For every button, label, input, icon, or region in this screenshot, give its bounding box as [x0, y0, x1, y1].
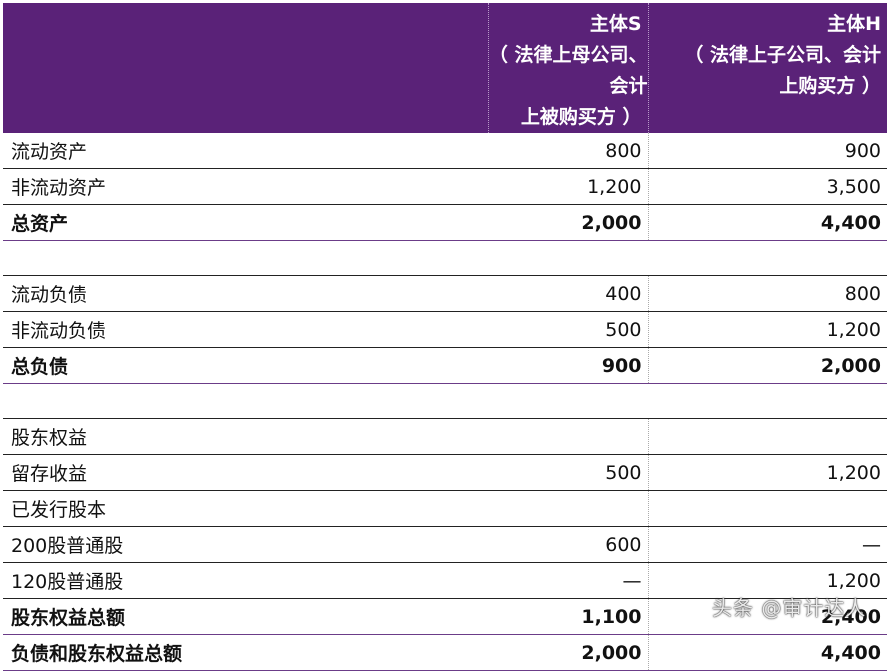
value-entity-h: 800: [648, 275, 887, 312]
row-label: 股东权益总额: [3, 598, 488, 635]
table-row: 非流动资产 1,200 3,500: [3, 168, 887, 205]
table-row: 流动负债 400 800: [3, 275, 887, 312]
header-s-title: 主体S: [589, 13, 642, 35]
spacer-cell: [3, 240, 887, 276]
value-entity-s: 600: [488, 526, 649, 563]
value-entity-s: [488, 418, 649, 455]
header-h-title: 主体H: [827, 13, 881, 35]
spacer-row: [3, 383, 887, 419]
row-label: 非流动负债: [3, 311, 488, 348]
row-label: 已发行股本: [3, 490, 488, 527]
table-row: 200股普通股 600—: [3, 526, 887, 563]
table-row: 已发行股本: [3, 490, 887, 527]
value-entity-h: 900: [648, 133, 887, 169]
value-entity-s: [488, 490, 649, 527]
header-s-line3: 上被购买方 ）: [520, 106, 642, 128]
header-entity-s: 主体S （ 法律上母公司、会计 上被购买方 ）: [488, 3, 649, 133]
value-entity-s: 500: [488, 311, 649, 348]
spacer-cell: [3, 383, 887, 419]
row-label: 股东权益: [3, 418, 488, 455]
row-label: 非流动资产: [3, 168, 488, 205]
row-label: 流动负债: [3, 275, 488, 312]
value-entity-h: [648, 490, 887, 527]
value-entity-h: 2,000: [648, 347, 887, 384]
row-label: 留存收益: [3, 454, 488, 491]
table-row: 流动资产 800 900: [3, 133, 887, 169]
value-entity-h: 1,200: [648, 311, 887, 348]
table-body: 流动资产 800 900 非流动资产 1,200 3,500 总资产 2,000 4,400 流动…: [3, 133, 887, 671]
row-label: 总负债: [3, 347, 488, 384]
header-s-line2: （ 法律上母公司、会计: [488, 44, 648, 97]
total-row: 总资产 2,000 4,400: [3, 204, 887, 241]
header-entity-h: 主体H （ 法律上子公司、会计 上购买方 ）: [648, 3, 887, 133]
table-row: 留存收益 500 1,200: [3, 454, 887, 491]
value-entity-h: 1,200: [648, 454, 887, 491]
table-row: 股东权益: [3, 418, 887, 455]
total-row: 负债和股东权益总额 2,000 4,400: [3, 634, 887, 671]
table-row: 非流动负债 500 1,200: [3, 311, 887, 348]
value-entity-h: 2,400: [648, 598, 887, 635]
total-row: 总负债 900 2,000: [3, 347, 887, 384]
value-entity-s: —: [488, 562, 649, 599]
value-entity-h: 3,500: [648, 168, 887, 205]
total-row: 股东权益总额 1,100 2,400: [3, 598, 887, 635]
value-entity-h: 4,400: [648, 634, 887, 671]
row-label: 流动资产: [3, 133, 488, 169]
value-entity-h: 1,200: [648, 562, 887, 599]
row-label: 200股普通股: [3, 526, 488, 563]
row-label: 总资产: [3, 204, 488, 241]
row-label: 120股普通股: [3, 562, 488, 599]
spacer-row: [3, 240, 887, 276]
value-entity-s: 400: [488, 275, 649, 312]
value-entity-s: 2,000: [488, 204, 649, 241]
header-blank-cell: [3, 3, 489, 133]
value-entity-h: —: [648, 526, 887, 563]
header-h-line2: （ 法律上子公司、会计: [684, 44, 881, 66]
value-entity-s: 500: [488, 454, 649, 491]
value-entity-s: 2,000: [488, 634, 649, 671]
value-entity-s: 1,200: [488, 168, 649, 205]
value-entity-h: 4,400: [648, 204, 887, 241]
watermark: 头条 @审计达人: [712, 596, 867, 620]
value-entity-s: 1,100: [488, 598, 649, 635]
header-h-line3: 上购买方 ）: [779, 75, 881, 97]
table-header: 主体S （ 法律上母公司、会计 上被购买方 ） 主体H （ 法律上子公司、会计 …: [3, 3, 887, 133]
value-entity-s: 800: [488, 133, 649, 169]
row-label: 负债和股东权益总额: [3, 634, 488, 671]
value-entity-s: 900: [488, 347, 649, 384]
table-row: 120股普通股 —1,200: [3, 562, 887, 599]
value-entity-h: [648, 418, 887, 455]
balance-sheet-table: 主体S （ 法律上母公司、会计 上被购买方 ） 主体H （ 法律上子公司、会计 …: [3, 3, 887, 671]
